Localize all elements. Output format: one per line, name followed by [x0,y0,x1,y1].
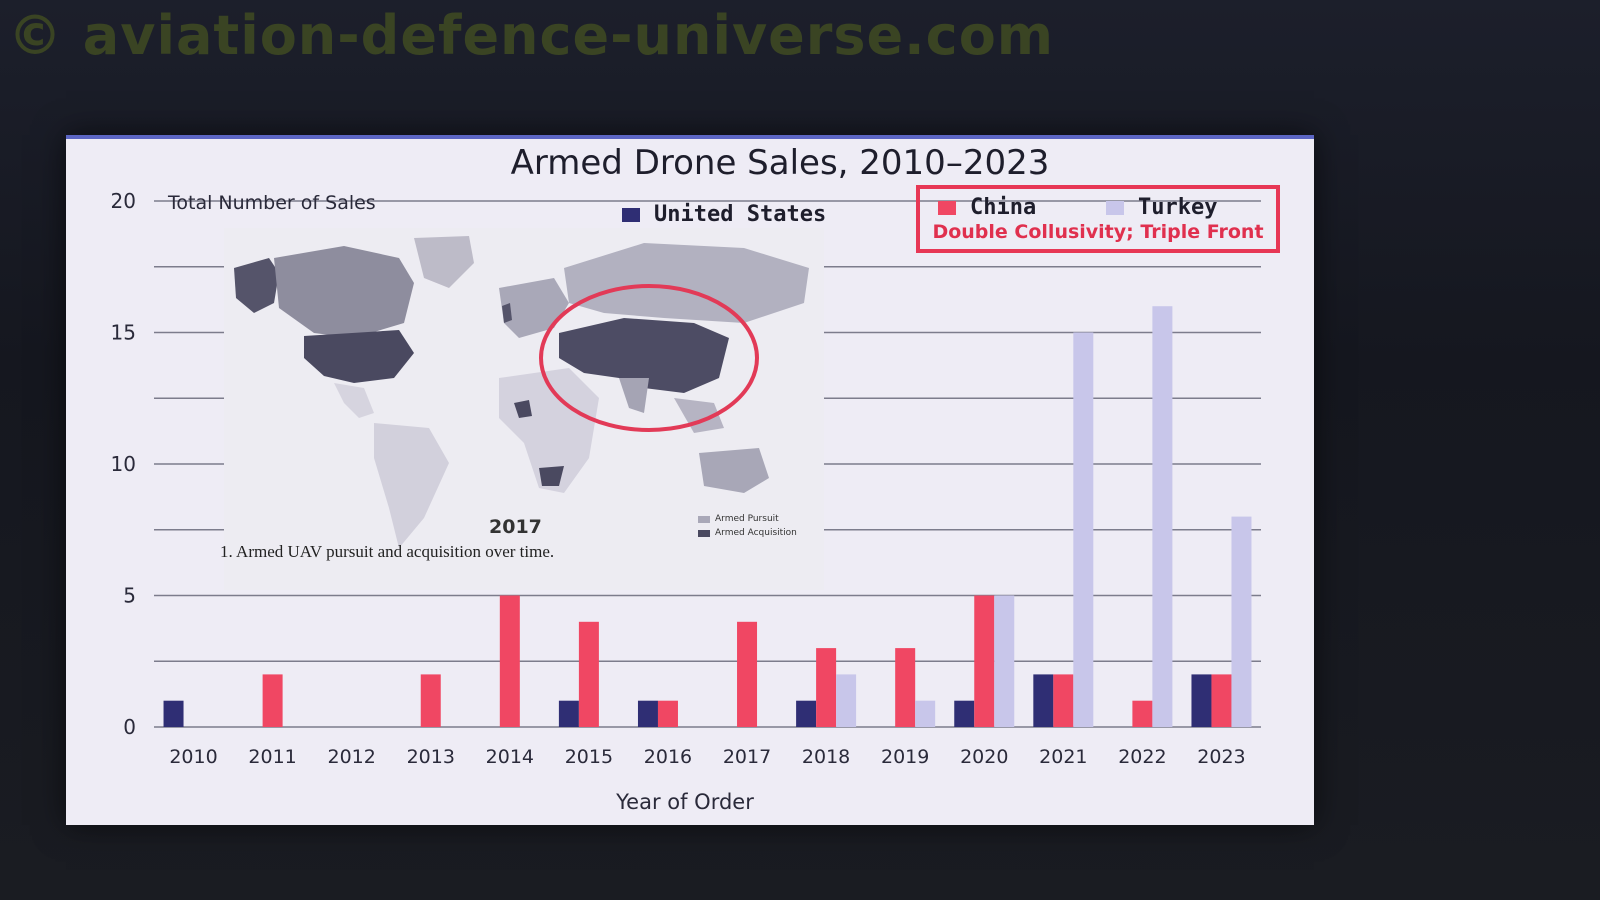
x-tick-label: 2017 [723,746,771,768]
bar-china-2011 [262,674,283,727]
bar-united-states-2016 [637,700,658,727]
map-region-africa [499,368,599,493]
legend-swatch-china [938,200,956,215]
x-tick-label: 2018 [802,746,850,768]
chart-title: Armed Drone Sales, 2010–2023 [510,143,1050,183]
x-tick-label: 2014 [486,746,534,768]
map-year-label: 2017 [489,516,542,538]
map-legend-pursuit: Armed Pursuit [698,514,779,524]
x-tick-label: 2022 [1118,746,1166,768]
bar-united-states-2015 [558,700,579,727]
bar-united-states-2018 [796,700,817,727]
map-region-canada [274,246,414,338]
world-map [224,228,824,590]
bar-united-states-2020 [954,700,975,727]
map-region-uk [502,303,512,323]
map-region-greenland [414,236,474,288]
bar-china-2019 [895,648,916,727]
x-tick-label: 2021 [1039,746,1087,768]
bar-china-2013 [420,674,441,727]
x-tick-label: 2012 [327,746,375,768]
map-legend-label-pursuit: Armed Pursuit [715,514,779,524]
slide-top-border [66,135,1314,139]
annotation-box [916,185,1280,253]
legend-label-china: China [970,195,1037,220]
map-legend-swatch-pursuit [698,515,710,523]
bar-turkey-2018 [836,674,857,727]
x-tick-label: 2023 [1197,746,1245,768]
map-region-south-africa [539,466,564,486]
map-region-central-america [334,383,374,418]
bar-united-states-2010 [163,700,184,727]
bar-turkey-2022 [1152,306,1173,727]
map-region-middle-east-asia [559,318,729,393]
bar-china-2018 [816,648,837,727]
map-legend-label-acquisition: Armed Acquisition [715,528,797,538]
bar-united-states-2021 [1033,674,1054,727]
y-tick-label: 15 [111,321,136,345]
bar-china-2014 [499,595,520,727]
bar-china-2015 [578,621,599,727]
world-map-inset: 2017 1. Armed UAV pursuit and acquisitio… [220,228,824,590]
x-tick-label: 2016 [644,746,692,768]
x-tick-label: 2011 [248,746,296,768]
legend-item-china: China [938,195,1036,220]
x-tick-label: 2013 [407,746,455,768]
map-region-nigeria [514,400,532,418]
bar-turkey-2023 [1231,516,1252,727]
legend-item-united-states: United States [622,202,826,227]
legend-item-turkey: Turkey [1106,195,1217,220]
map-caption: 1. Armed UAV pursuit and acquisition ove… [220,542,555,561]
map-region-russia [564,243,809,323]
x-axis-label: Year of Order [616,790,754,814]
bar-turkey-2021 [1073,332,1094,727]
legend-swatch-united-states [622,207,640,222]
map-legend-swatch-acquisition [698,529,710,537]
x-tick-label: 2019 [881,746,929,768]
annotation-text: Double Collusivity; Triple Front [932,221,1264,243]
y-tick-label: 10 [111,452,136,476]
map-region-india [619,378,649,413]
map-region-usa [304,330,414,383]
legend-swatch-turkey [1106,200,1124,215]
map-legend-acquisition: Armed Acquisition [698,528,797,538]
x-tick-label: 2015 [565,746,613,768]
legend-label-turkey: Turkey [1138,195,1218,220]
map-region-alaska [234,258,279,313]
presentation-slide: 0 5 10 15 20 2010 2011 2012 2013 2014 2015 2016 2017… [66,135,1314,825]
watermark: © aviation-defence-universe.com [8,4,1055,67]
bar-china-2016 [657,700,678,727]
map-region-south-america [374,423,449,548]
highlight-ellipse [539,284,759,432]
bar-china-2023 [1211,674,1232,727]
map-region-australia [699,448,769,493]
x-tick-label: 2020 [960,746,1008,768]
y-tick-label: 0 [123,715,136,739]
bar-china-2017 [737,621,758,727]
bar-china-2021 [1053,674,1074,727]
map-region-europe [499,278,569,338]
y-tick-label: 20 [111,189,136,213]
bar-united-states-2023 [1191,674,1212,727]
bar-china-2022 [1132,700,1153,727]
map-region-southeast-asia [674,398,724,433]
y-tick-label: 5 [123,584,136,608]
bar-china-2020 [974,595,995,727]
legend-label-united-states: United States [654,202,827,227]
x-tick-label: 2010 [169,746,217,768]
y-axis-label: Total Number of Sales [168,192,376,214]
bar-turkey-2020 [994,595,1015,727]
bar-turkey-2019 [915,700,936,727]
